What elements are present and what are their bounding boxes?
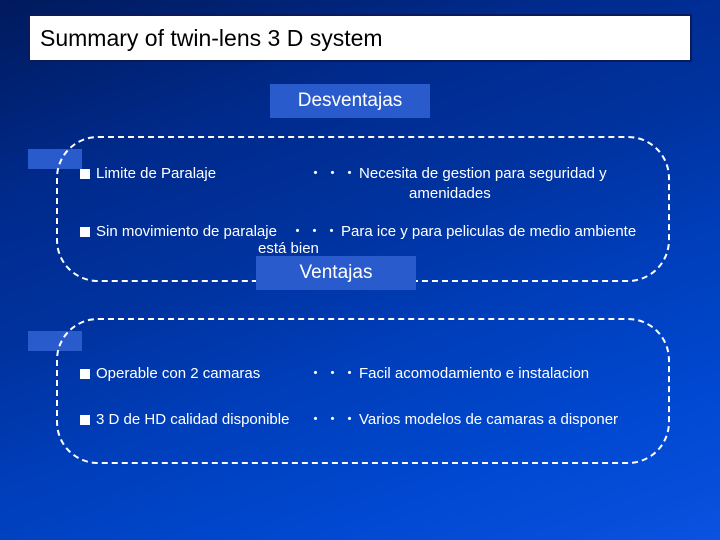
ventaja-2-desc: Varios modelos de camaras a disponer: [359, 410, 680, 430]
ventaja-1-desc: Facil acomodamiento e instalacion: [359, 364, 680, 384]
ventaja-1-lead: Operable con 2 camaras: [80, 364, 308, 384]
dots-icon: ・・・: [308, 164, 359, 203]
desventaja-2-desc: Para ice y para peliculas de medio ambie…: [341, 222, 680, 242]
dots-icon: ・・・: [308, 364, 359, 384]
ventaja-1-lead-text: Operable con 2 camaras: [96, 365, 260, 382]
bullet-icon: [80, 227, 90, 237]
desventaja-row-1: Limite de Paralaje ・・・ Necesita de gesti…: [80, 164, 680, 203]
bullet-icon: [80, 415, 90, 425]
tab-desventajas: Desventajas: [270, 84, 430, 118]
desventaja-1-lead: Limite de Paralaje: [80, 164, 308, 203]
desventaja-1-desc-l2: amenidades: [359, 184, 680, 204]
overlap-text: está bien: [258, 240, 319, 257]
desventaja-2-lead-text: Sin movimiento de paralaje: [96, 223, 277, 240]
dots-icon: ・・・: [308, 410, 359, 430]
ventaja-2-lead: 3 D de HD calidad disponible: [80, 410, 308, 430]
slide-title: Summary of twin-lens 3 D system: [40, 25, 383, 52]
slide-title-box: Summary of twin-lens 3 D system: [28, 14, 692, 62]
panel-ventajas: [56, 318, 670, 464]
tab-ventajas-label: Ventajas: [300, 262, 373, 283]
desventaja-1-lead-text: Limite de Paralaje: [96, 165, 216, 182]
ventaja-2-lead-text: 3 D de HD calidad disponible: [96, 411, 289, 428]
bullet-icon: [80, 369, 90, 379]
bullet-icon: [80, 169, 90, 179]
desventaja-1-desc-l1: Necesita de gestion para seguridad y: [359, 165, 607, 182]
desventaja-row-2: Sin movimiento de paralaje ・・・ Para ice …: [80, 222, 680, 242]
tab-desventajas-label: Desventajas: [298, 90, 403, 111]
dots-icon: ・・・: [290, 222, 341, 242]
desventaja-1-desc: Necesita de gestion para seguridad y ame…: [359, 164, 680, 203]
tab-ventajas: Ventajas: [256, 256, 416, 290]
ventaja-row-1: Operable con 2 camaras ・・・ Facil acomoda…: [80, 364, 680, 384]
desventaja-2-lead: Sin movimiento de paralaje: [80, 222, 290, 242]
ventaja-row-2: 3 D de HD calidad disponible ・・・ Varios …: [80, 410, 680, 430]
